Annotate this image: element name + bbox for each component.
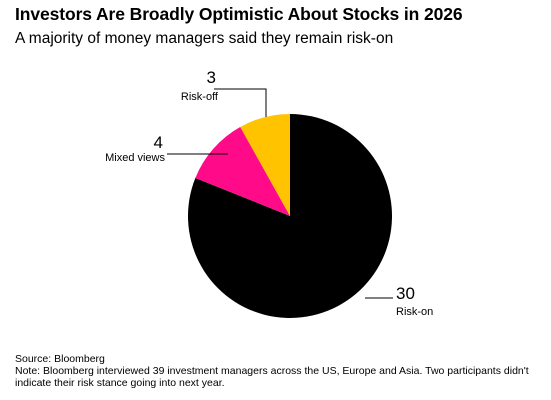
pie-slice-mixed-views <box>195 126 290 216</box>
chart-title: Investors Are Broadly Optimistic About S… <box>15 4 463 24</box>
slice-label-risk-on: Risk-on <box>396 306 433 318</box>
source-text: Source: Bloomberg <box>15 353 105 365</box>
slice-value-mixed-views: 4 <box>154 133 163 152</box>
chart-footer: Source: Bloomberg Note: Bloomberg interv… <box>15 353 545 389</box>
slice-label-mixed-views: Mixed views <box>105 152 165 164</box>
slice-value-risk-on: 30 <box>396 284 415 303</box>
pie-slice-risk-on <box>188 114 393 318</box>
chart-subtitle: A majority of money managers said they r… <box>15 30 394 47</box>
leader-line-risk-off <box>214 88 267 117</box>
note-text: Note: Bloomberg interviewed 39 investmen… <box>15 365 529 389</box>
slice-label-risk-off: Risk-off <box>181 91 219 103</box>
pie-slice-risk-off <box>240 114 290 216</box>
slice-value-risk-off: 3 <box>207 68 216 87</box>
